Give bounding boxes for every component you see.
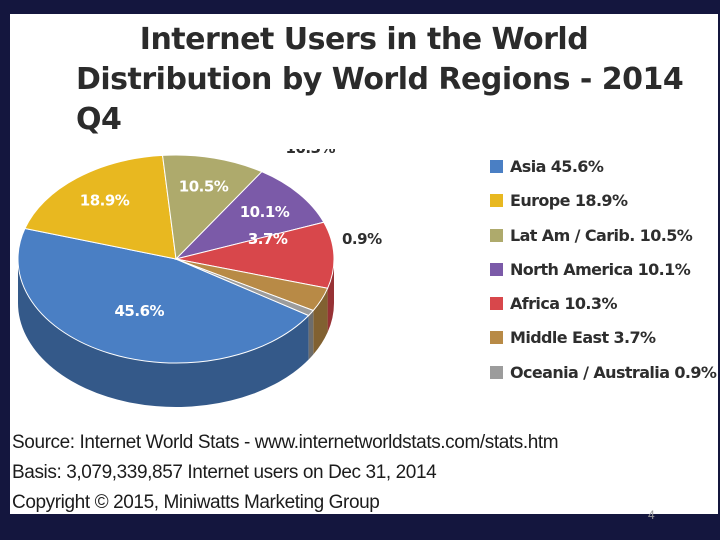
- chart-title-block: Internet Users in the World Distribution…: [10, 20, 718, 140]
- pie-slice-oceania-australia: [175, 258, 315, 317]
- pie-slice-europe: [24, 154, 177, 260]
- pie-slice-lat-am-carib-: [161, 154, 263, 261]
- chart-subtitle: Distribution by World Regions - 2014 Q4: [76, 62, 684, 137]
- legend-label: North America 10.1%: [510, 259, 691, 279]
- legend-label: Middle East 3.7%: [510, 328, 656, 348]
- legend-item: Lat Am / Carib. 10.5%: [488, 226, 720, 260]
- legend-item: Europe 18.9%: [488, 191, 720, 225]
- source-note: Source: Internet World Stats - www.inter…: [12, 432, 559, 453]
- pie-side-oceania-australia: [308, 310, 314, 360]
- pie-slice-africa: [175, 221, 335, 289]
- pie-value-label: 10.5%: [179, 177, 229, 195]
- legend-label: Asia 45.6%: [510, 157, 604, 176]
- chart-footer: Source: Internet World Stats - www.inter…: [12, 428, 559, 518]
- copyright-note: Copyright © 2015, Miniwatts Marketing Gr…: [12, 492, 380, 513]
- legend-swatch: [490, 365, 503, 379]
- basis-note: Basis: 3,079,339,857 Internet users on D…: [12, 462, 437, 483]
- legend-label: Oceania / Australia 0.9%: [510, 362, 717, 382]
- pie-side-walls: [18, 259, 334, 407]
- pie-value-label: 0.9%: [342, 230, 382, 248]
- pie-value-label: 10.1%: [240, 203, 290, 221]
- pie-chart: 45.6% 18.9% 10.5% 10.1% 10.3% 3.7% 0.9%: [17, 149, 383, 407]
- chart-title: Internet Users in the World: [139, 22, 589, 57]
- legend-label: Europe 18.9%: [510, 191, 628, 211]
- pie-value-label: 18.9%: [80, 192, 130, 210]
- pie-slice-asia: [17, 227, 310, 364]
- pie-side-asia: [18, 259, 309, 407]
- legend-item: Africa 10.3%: [488, 294, 720, 328]
- legend-item: North America 10.1%: [488, 260, 720, 294]
- page-number: 4: [648, 508, 655, 522]
- legend-label: Lat Am / Carib. 10.5%: [510, 225, 693, 245]
- legend-swatch: [490, 262, 503, 276]
- pie-value-label: 45.6%: [115, 302, 165, 320]
- legend-label: Africa 10.3%: [510, 294, 617, 314]
- slide: Internet Users in the World Distribution…: [10, 14, 718, 514]
- legend-item: Asia 45.6%: [488, 157, 720, 191]
- legend-swatch: [490, 331, 503, 345]
- legend-swatch: [490, 160, 503, 173]
- pie-side-middle-east: [313, 288, 328, 355]
- legend-item: Middle East 3.7%: [488, 328, 720, 362]
- pie-slice-north-america: [174, 171, 325, 260]
- pie-value-label: 10.3%: [286, 149, 336, 157]
- pie-labels: 45.6% 18.9% 10.5% 10.1% 10.3% 3.7% 0.9%: [80, 149, 383, 320]
- legend-swatch: [490, 228, 503, 242]
- legend-item: Oceania / Australia 0.9%: [488, 363, 720, 397]
- pie-side-africa: [327, 259, 334, 333]
- pie-top-faces: [17, 154, 335, 364]
- legend-swatch: [490, 194, 503, 208]
- legend-swatch: [490, 297, 503, 311]
- chart-legend: Asia 45.6% Europe 18.9% Lat Am / Carib. 10…: [488, 157, 720, 397]
- pie-value-label: 3.7%: [248, 230, 288, 248]
